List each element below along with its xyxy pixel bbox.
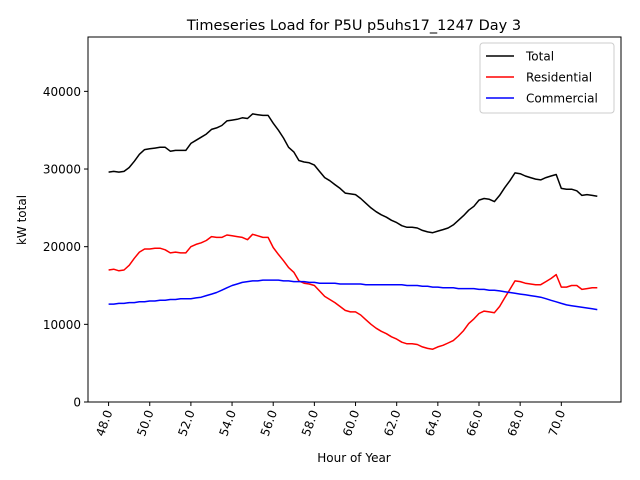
series-line-commercial [108,279,598,311]
y-axis-label: kW total [15,195,29,245]
plot-area [87,36,622,403]
legend: Total Residential Commercial [479,42,615,114]
series-layer [108,113,598,350]
y-axis: 0 10000 20000 30000 40000 [43,85,88,410]
y-tick-label: 40000 [43,85,81,99]
y-tick-label: 10000 [43,318,81,332]
legend-label-residential: Residential [526,71,592,85]
series-line-residential [108,233,598,350]
chart-title: Timeseries Load for P5U p5uhs17_1247 Day… [186,18,521,34]
y-tick-label: 20000 [43,240,81,254]
y-tick-label: 0 [73,396,81,410]
plot-frame [87,36,622,403]
x-axis-label: Hour of Year [317,451,391,465]
y-tick-label: 30000 [43,163,81,177]
legend-label-total: Total [525,50,554,64]
legend-entries: Total Residential Commercial [486,50,598,106]
series-line-total [108,113,598,234]
legend-label-commercial: Commercial [526,92,598,106]
legend-box [479,42,615,114]
